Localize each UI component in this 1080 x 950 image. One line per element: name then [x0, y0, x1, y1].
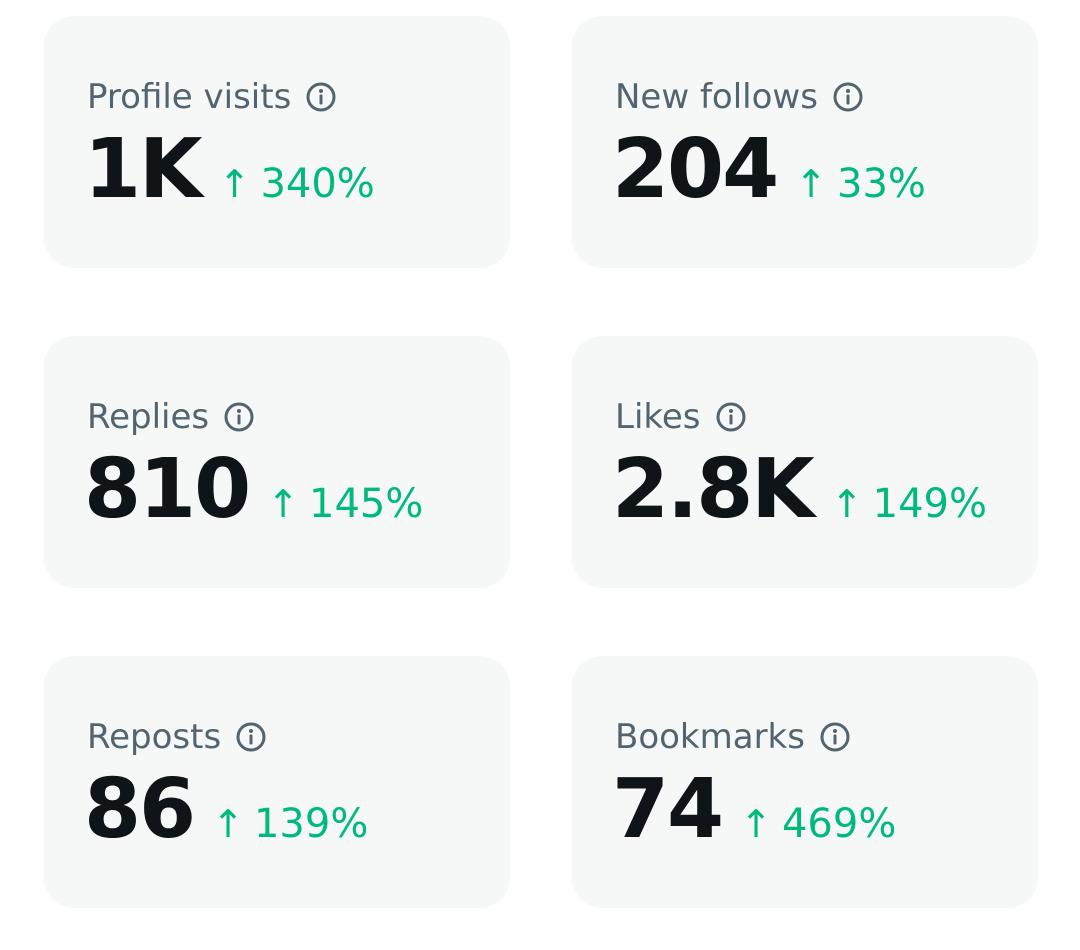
- stat-change-percent: 139%: [253, 801, 369, 847]
- info-icon[interactable]: [819, 721, 851, 753]
- stat-value-row: 1K ↑ 340%: [84, 120, 375, 220]
- arrow-up-icon: ↑: [795, 162, 828, 206]
- info-icon[interactable]: [223, 401, 255, 433]
- arrow-up-icon: ↑: [830, 482, 863, 526]
- stat-card-replies[interactable]: Replies 810 ↑ 145%: [44, 336, 510, 588]
- stat-card-reposts[interactable]: Reposts 86 ↑ 139%: [44, 656, 510, 908]
- stat-change: ↑ 145%: [267, 481, 423, 527]
- stat-card-likes[interactable]: Likes 2.8K ↑ 149%: [572, 336, 1038, 588]
- stat-change-percent: 149%: [872, 481, 988, 527]
- stat-change-percent: 145%: [309, 481, 424, 527]
- stat-value-row: 204 ↑ 33%: [612, 120, 926, 220]
- stat-value-row: 2.8K ↑ 149%: [612, 440, 987, 540]
- stat-label-row: Bookmarks: [615, 714, 851, 760]
- stat-label-row: Profile visits: [87, 74, 337, 120]
- stat-change-percent: 469%: [781, 801, 897, 847]
- stat-value: 810: [84, 442, 251, 537]
- stat-label: Reposts: [87, 717, 222, 757]
- arrow-up-icon: ↑: [267, 482, 300, 526]
- stat-label-row: Likes: [615, 394, 747, 440]
- stat-change-percent: 340%: [260, 161, 375, 207]
- stat-change: ↑ 149%: [831, 481, 987, 527]
- stat-value-row: 74 ↑ 469%: [612, 760, 896, 860]
- stat-card-bookmarks[interactable]: Bookmarks 74 ↑ 469%: [572, 656, 1038, 908]
- stat-card-profile-visits[interactable]: Profile visits 1K ↑ 340%: [44, 16, 510, 268]
- stat-value: 74: [612, 762, 724, 857]
- info-icon[interactable]: [305, 81, 337, 113]
- stat-value: 1K: [84, 122, 203, 217]
- info-icon[interactable]: [832, 81, 864, 113]
- stat-change: ↑ 139%: [212, 801, 368, 847]
- arrow-up-icon: ↑: [218, 162, 251, 206]
- stat-value-row: 810 ↑ 145%: [84, 440, 423, 540]
- stat-card-new-follows[interactable]: New follows 204 ↑ 33%: [572, 16, 1038, 268]
- stat-label: Replies: [87, 397, 210, 437]
- info-icon[interactable]: [235, 721, 267, 753]
- info-icon[interactable]: [715, 401, 747, 433]
- stat-label-row: New follows: [615, 74, 864, 120]
- stat-change: ↑ 340%: [219, 161, 375, 207]
- stat-label-row: Reposts: [87, 714, 267, 760]
- stat-label: Profile visits: [87, 77, 292, 117]
- stat-value-row: 86 ↑ 139%: [84, 760, 368, 860]
- stat-label: Likes: [615, 397, 701, 437]
- stat-label: Bookmarks: [615, 717, 805, 757]
- stat-change: ↑ 469%: [740, 801, 896, 847]
- stat-change: ↑ 33%: [795, 161, 926, 207]
- stat-value: 2.8K: [612, 442, 815, 537]
- stat-label: New follows: [615, 77, 818, 117]
- arrow-up-icon: ↑: [740, 802, 772, 846]
- stat-value: 86: [84, 762, 196, 857]
- stat-change-percent: 33%: [837, 161, 926, 207]
- stat-value: 204: [612, 122, 779, 217]
- arrow-up-icon: ↑: [212, 802, 244, 846]
- stat-label-row: Replies: [87, 394, 255, 440]
